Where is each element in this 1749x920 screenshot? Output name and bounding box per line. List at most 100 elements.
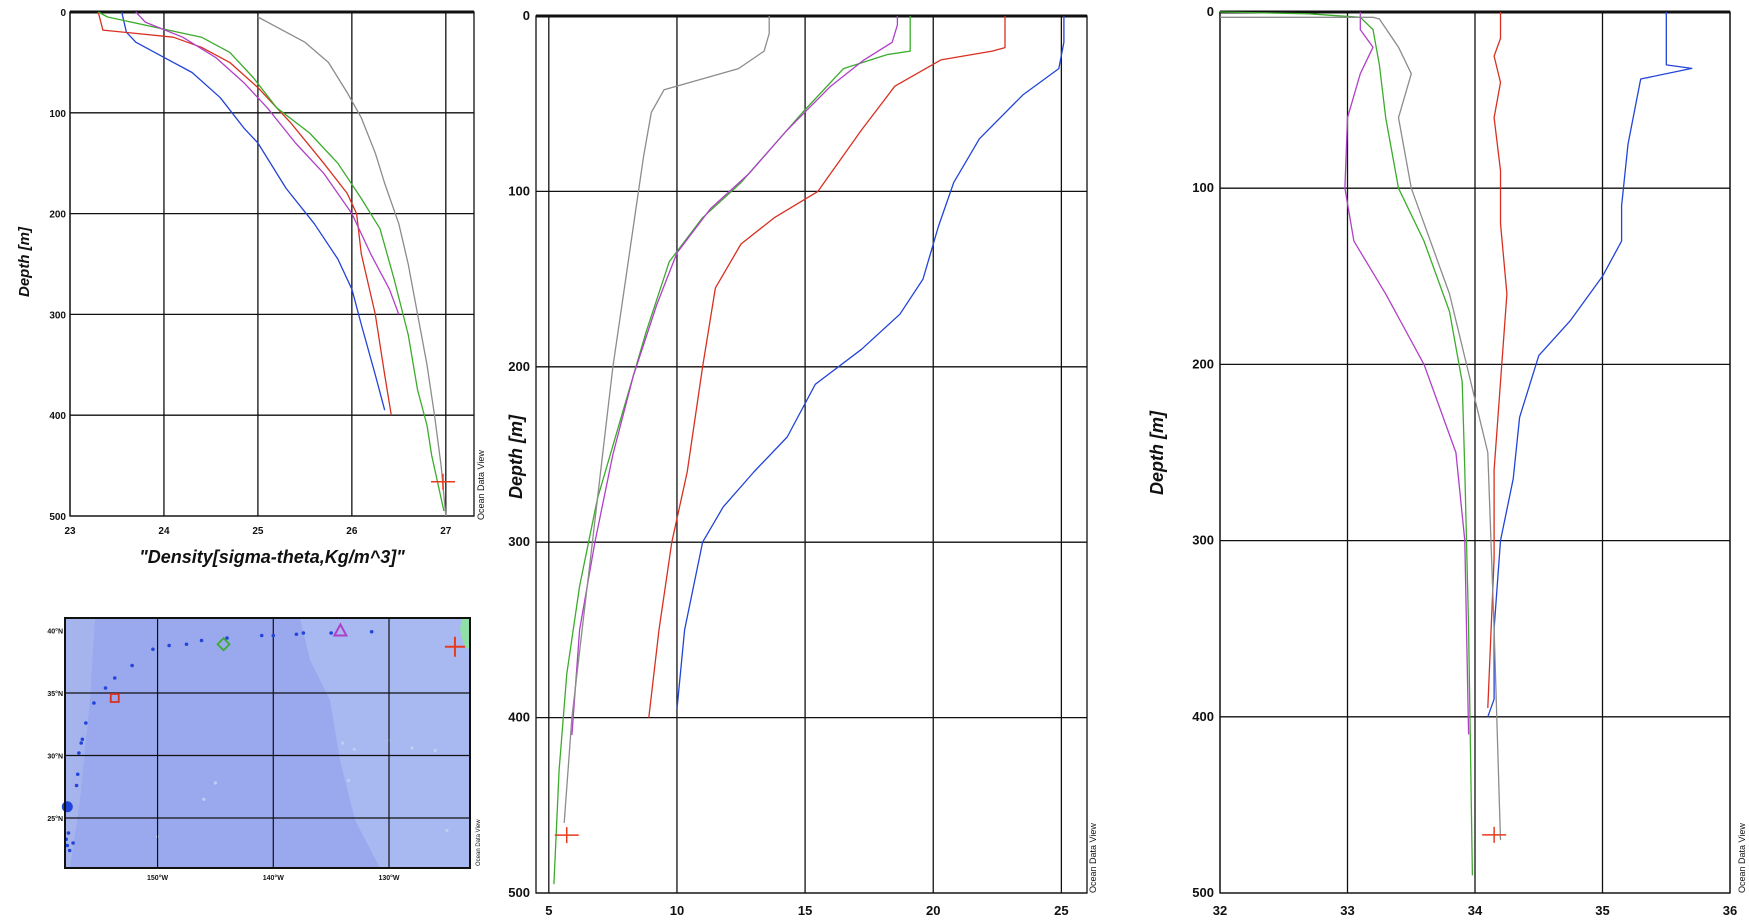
map-station-dot bbox=[112, 676, 117, 680]
salinity-y-tick-label: 300 bbox=[1192, 533, 1214, 548]
temperature-x-tick-label: 20 bbox=[926, 903, 940, 918]
temperature-tick-labels: 5 10 15 20 25 0 100 200 300 400 500 bbox=[508, 8, 1068, 918]
map-station-dot bbox=[80, 737, 85, 742]
map-lat-label: 35°N bbox=[47, 690, 63, 698]
map-credit: Ocean Data View bbox=[476, 819, 482, 866]
density-y-tick-label: 400 bbox=[49, 411, 66, 422]
map-frame bbox=[64, 617, 471, 869]
map-light-region bbox=[300, 618, 470, 868]
map-stations bbox=[61, 622, 465, 853]
density-y-tick-label: 200 bbox=[49, 210, 66, 221]
temperature-y-axis-label: Depth [m] bbox=[506, 414, 526, 499]
density-frame bbox=[69, 11, 475, 517]
density-x-axis-label: "Density[sigma-theta,Kg/m^3]" bbox=[139, 547, 405, 567]
temperature-red-line bbox=[648, 16, 1006, 718]
map-island bbox=[433, 748, 437, 753]
map-islands bbox=[155, 738, 449, 839]
map-station-purple-marker bbox=[332, 622, 349, 637]
salinity-profile-chart: 32 33 34 35 36 0 100 200 300 400 500 Depth [m] Oce… bbox=[1147, 4, 1747, 918]
temperature-y-tick-label: 500 bbox=[508, 885, 530, 900]
map-station-dot bbox=[79, 741, 83, 745]
map-station-dot bbox=[92, 701, 96, 705]
map-island bbox=[445, 828, 449, 833]
density-y-tick-label: 0 bbox=[60, 8, 66, 19]
salinity-credit: Ocean Data View bbox=[1737, 823, 1747, 893]
map-labels: 150°W 140°W 130°W 40°N 35°N 30°N 25°N bbox=[47, 628, 400, 883]
map-station-dot bbox=[301, 631, 306, 635]
map-lon-label: 130°W bbox=[378, 874, 399, 882]
salinity-gray-line bbox=[1220, 16, 1502, 841]
salinity-x-tick-label: 32 bbox=[1213, 903, 1227, 918]
salinity-y-tick-label: 400 bbox=[1192, 709, 1214, 724]
density-x-tick-label: 25 bbox=[252, 526, 264, 537]
temperature-y-tick-label: 200 bbox=[508, 359, 530, 374]
map-land bbox=[460, 618, 470, 650]
map-island bbox=[341, 741, 345, 745]
temperature-frame bbox=[535, 15, 1088, 894]
map-lat-label: 25°N bbox=[47, 815, 63, 823]
map-station-dot bbox=[167, 643, 171, 648]
density-x-tick-label: 24 bbox=[158, 526, 170, 537]
density-purple-line bbox=[135, 11, 400, 315]
temperature-x-tick-label: 15 bbox=[798, 903, 812, 918]
salinity-x-tick-label: 36 bbox=[1723, 903, 1737, 918]
map-island bbox=[410, 746, 414, 750]
salinity-y-axis-label: Depth [m] bbox=[1147, 410, 1167, 495]
map-lat-label: 40°N bbox=[47, 628, 63, 636]
salinity-x-tick-label: 35 bbox=[1595, 903, 1609, 918]
map-station-dot bbox=[77, 751, 81, 755]
density-credit: Ocean Data View bbox=[476, 450, 486, 520]
salinity-blue-line bbox=[1487, 12, 1693, 718]
salinity-y-tick-label: 100 bbox=[1192, 180, 1214, 195]
map-lon-label: 150°W bbox=[147, 874, 168, 882]
map-station-dot bbox=[151, 647, 155, 652]
density-grid bbox=[69, 10, 475, 517]
map-grid bbox=[65, 618, 470, 868]
salinity-tick-labels: 32 33 34 35 36 0 100 200 300 400 500 bbox=[1192, 4, 1737, 918]
map-station-red-marker bbox=[109, 693, 120, 703]
temperature-green-line bbox=[553, 16, 911, 885]
map-station-dot bbox=[199, 638, 204, 643]
salinity-x-tick-label: 33 bbox=[1340, 903, 1354, 918]
map-station-dot bbox=[130, 663, 134, 668]
map-station-dot bbox=[329, 631, 333, 635]
map-station-dot bbox=[369, 629, 374, 634]
map-station-dot bbox=[71, 841, 75, 845]
station-map: 150°W 140°W 130°W 40°N 35°N 30°N 25°N Ocean Da… bbox=[47, 617, 482, 883]
map-island bbox=[202, 797, 206, 801]
map-station-dot bbox=[259, 633, 264, 638]
map-station-dot bbox=[225, 636, 229, 640]
map-lon-label: 140°W bbox=[263, 874, 284, 882]
density-profile-chart: 23 24 25 26 27 0 100 200 300 400 500 "Density[sigm… bbox=[16, 8, 486, 567]
map-island bbox=[213, 781, 218, 785]
temperature-x-tick-label: 10 bbox=[670, 903, 684, 918]
map-station-blue-marker bbox=[61, 801, 73, 813]
density-series bbox=[97, 11, 455, 517]
salinity-grid bbox=[1219, 10, 1731, 894]
density-gray-line bbox=[257, 16, 447, 517]
map-station-dot bbox=[75, 772, 80, 777]
density-blue-line bbox=[121, 11, 386, 411]
map-lat-label: 30°N bbox=[47, 753, 63, 761]
map-station-dot bbox=[74, 783, 79, 788]
map-station-dot bbox=[294, 632, 299, 637]
density-green-line bbox=[97, 11, 445, 512]
map-station-dot bbox=[271, 633, 276, 638]
map-station-dot bbox=[103, 686, 108, 690]
temperature-grid bbox=[535, 14, 1088, 894]
temperature-gray-line bbox=[563, 16, 770, 823]
salinity-series bbox=[1219, 11, 1693, 876]
salinity-red-line bbox=[1487, 12, 1508, 709]
salinity-y-tick-label: 0 bbox=[1207, 4, 1214, 19]
salinity-x-tick-label: 34 bbox=[1468, 903, 1483, 918]
density-x-tick-label: 26 bbox=[346, 526, 358, 537]
density-y-tick-label: 500 bbox=[49, 512, 66, 523]
salinity-y-tick-label: 500 bbox=[1192, 885, 1214, 900]
temperature-y-tick-label: 400 bbox=[508, 710, 530, 725]
temperature-series bbox=[553, 16, 1065, 885]
temperature-y-tick-label: 300 bbox=[508, 534, 530, 549]
temperature-y-tick-label: 100 bbox=[508, 183, 530, 198]
salinity-purple-line bbox=[1344, 12, 1470, 735]
density-red-line bbox=[97, 11, 392, 416]
